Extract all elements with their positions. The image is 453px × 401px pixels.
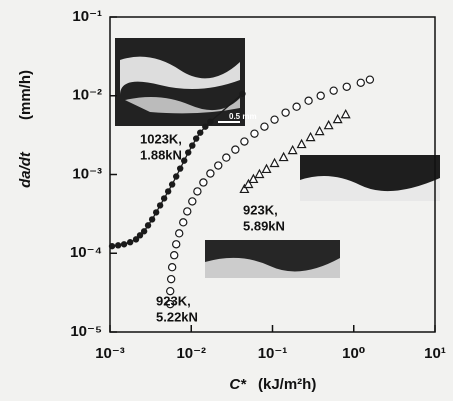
series-label: 5.89kN [243,218,285,233]
point [207,118,213,124]
point [115,242,121,248]
point [169,264,176,271]
series-label: 1023K, [140,131,182,146]
point [145,222,151,228]
y-tick-label: 10⁻⁴ [70,244,102,261]
point [317,92,324,99]
point [173,173,179,179]
point [149,216,155,222]
chart: 0.5 mm 10⁻³ 10⁻² 10⁻¹ 10⁰ 10¹ 10⁻⁵ 10⁻⁴ 10⁻³ 10⁻… [0,0,453,401]
point [271,116,278,123]
point [197,129,203,135]
point [189,198,196,205]
x-tick-label: 10⁻² [176,345,206,362]
point [168,276,175,283]
x-axis-label: C* [229,376,247,393]
point [157,202,163,208]
point [161,195,167,201]
x-tick-label: 10¹ [424,345,446,362]
point [194,188,201,195]
point [282,109,289,116]
y-axis-unit: (mm/h) [17,70,34,120]
point [366,76,373,83]
series-label: 923K, [243,202,278,217]
point [330,87,337,94]
point [153,209,159,215]
point [357,79,364,86]
point [200,179,207,186]
x-tick-label: 10⁰ [342,345,365,362]
y-tick-label: 10⁻¹ [72,8,102,25]
point [184,208,191,215]
point [176,230,183,237]
point [239,91,245,97]
point [251,130,258,137]
point [343,83,350,90]
series-label: 923K, [156,293,191,308]
y-axis-label: da/dt [17,151,34,188]
point [181,157,187,163]
point [241,138,248,145]
point [189,142,195,148]
point [305,97,312,104]
point [141,228,147,234]
x-tick-label: 10⁻³ [95,345,125,362]
scale-bar-label: 0.5 mm [229,112,257,121]
x-axis-unit: (kJ/m²h) [258,376,316,393]
point [293,103,300,110]
y-tick-label: 10⁻² [72,87,102,104]
point [232,146,239,153]
point [193,135,199,141]
point [127,239,133,245]
point [165,188,171,194]
point [169,181,175,187]
series-label: 1.88kN [140,147,182,162]
point [121,241,127,247]
point [207,170,214,177]
point [180,219,187,226]
point [261,123,268,130]
y-tick-label: 10⁻³ [72,165,102,182]
point [215,162,222,169]
point [185,149,191,155]
point [171,252,178,259]
y-tick-label: 10⁻⁵ [70,323,102,340]
point [177,165,183,171]
point [109,243,115,249]
point [173,241,180,248]
point [202,123,208,129]
x-tick-label: 10⁻¹ [258,345,288,362]
series-label: 5.22kN [156,309,198,324]
point [223,154,230,161]
